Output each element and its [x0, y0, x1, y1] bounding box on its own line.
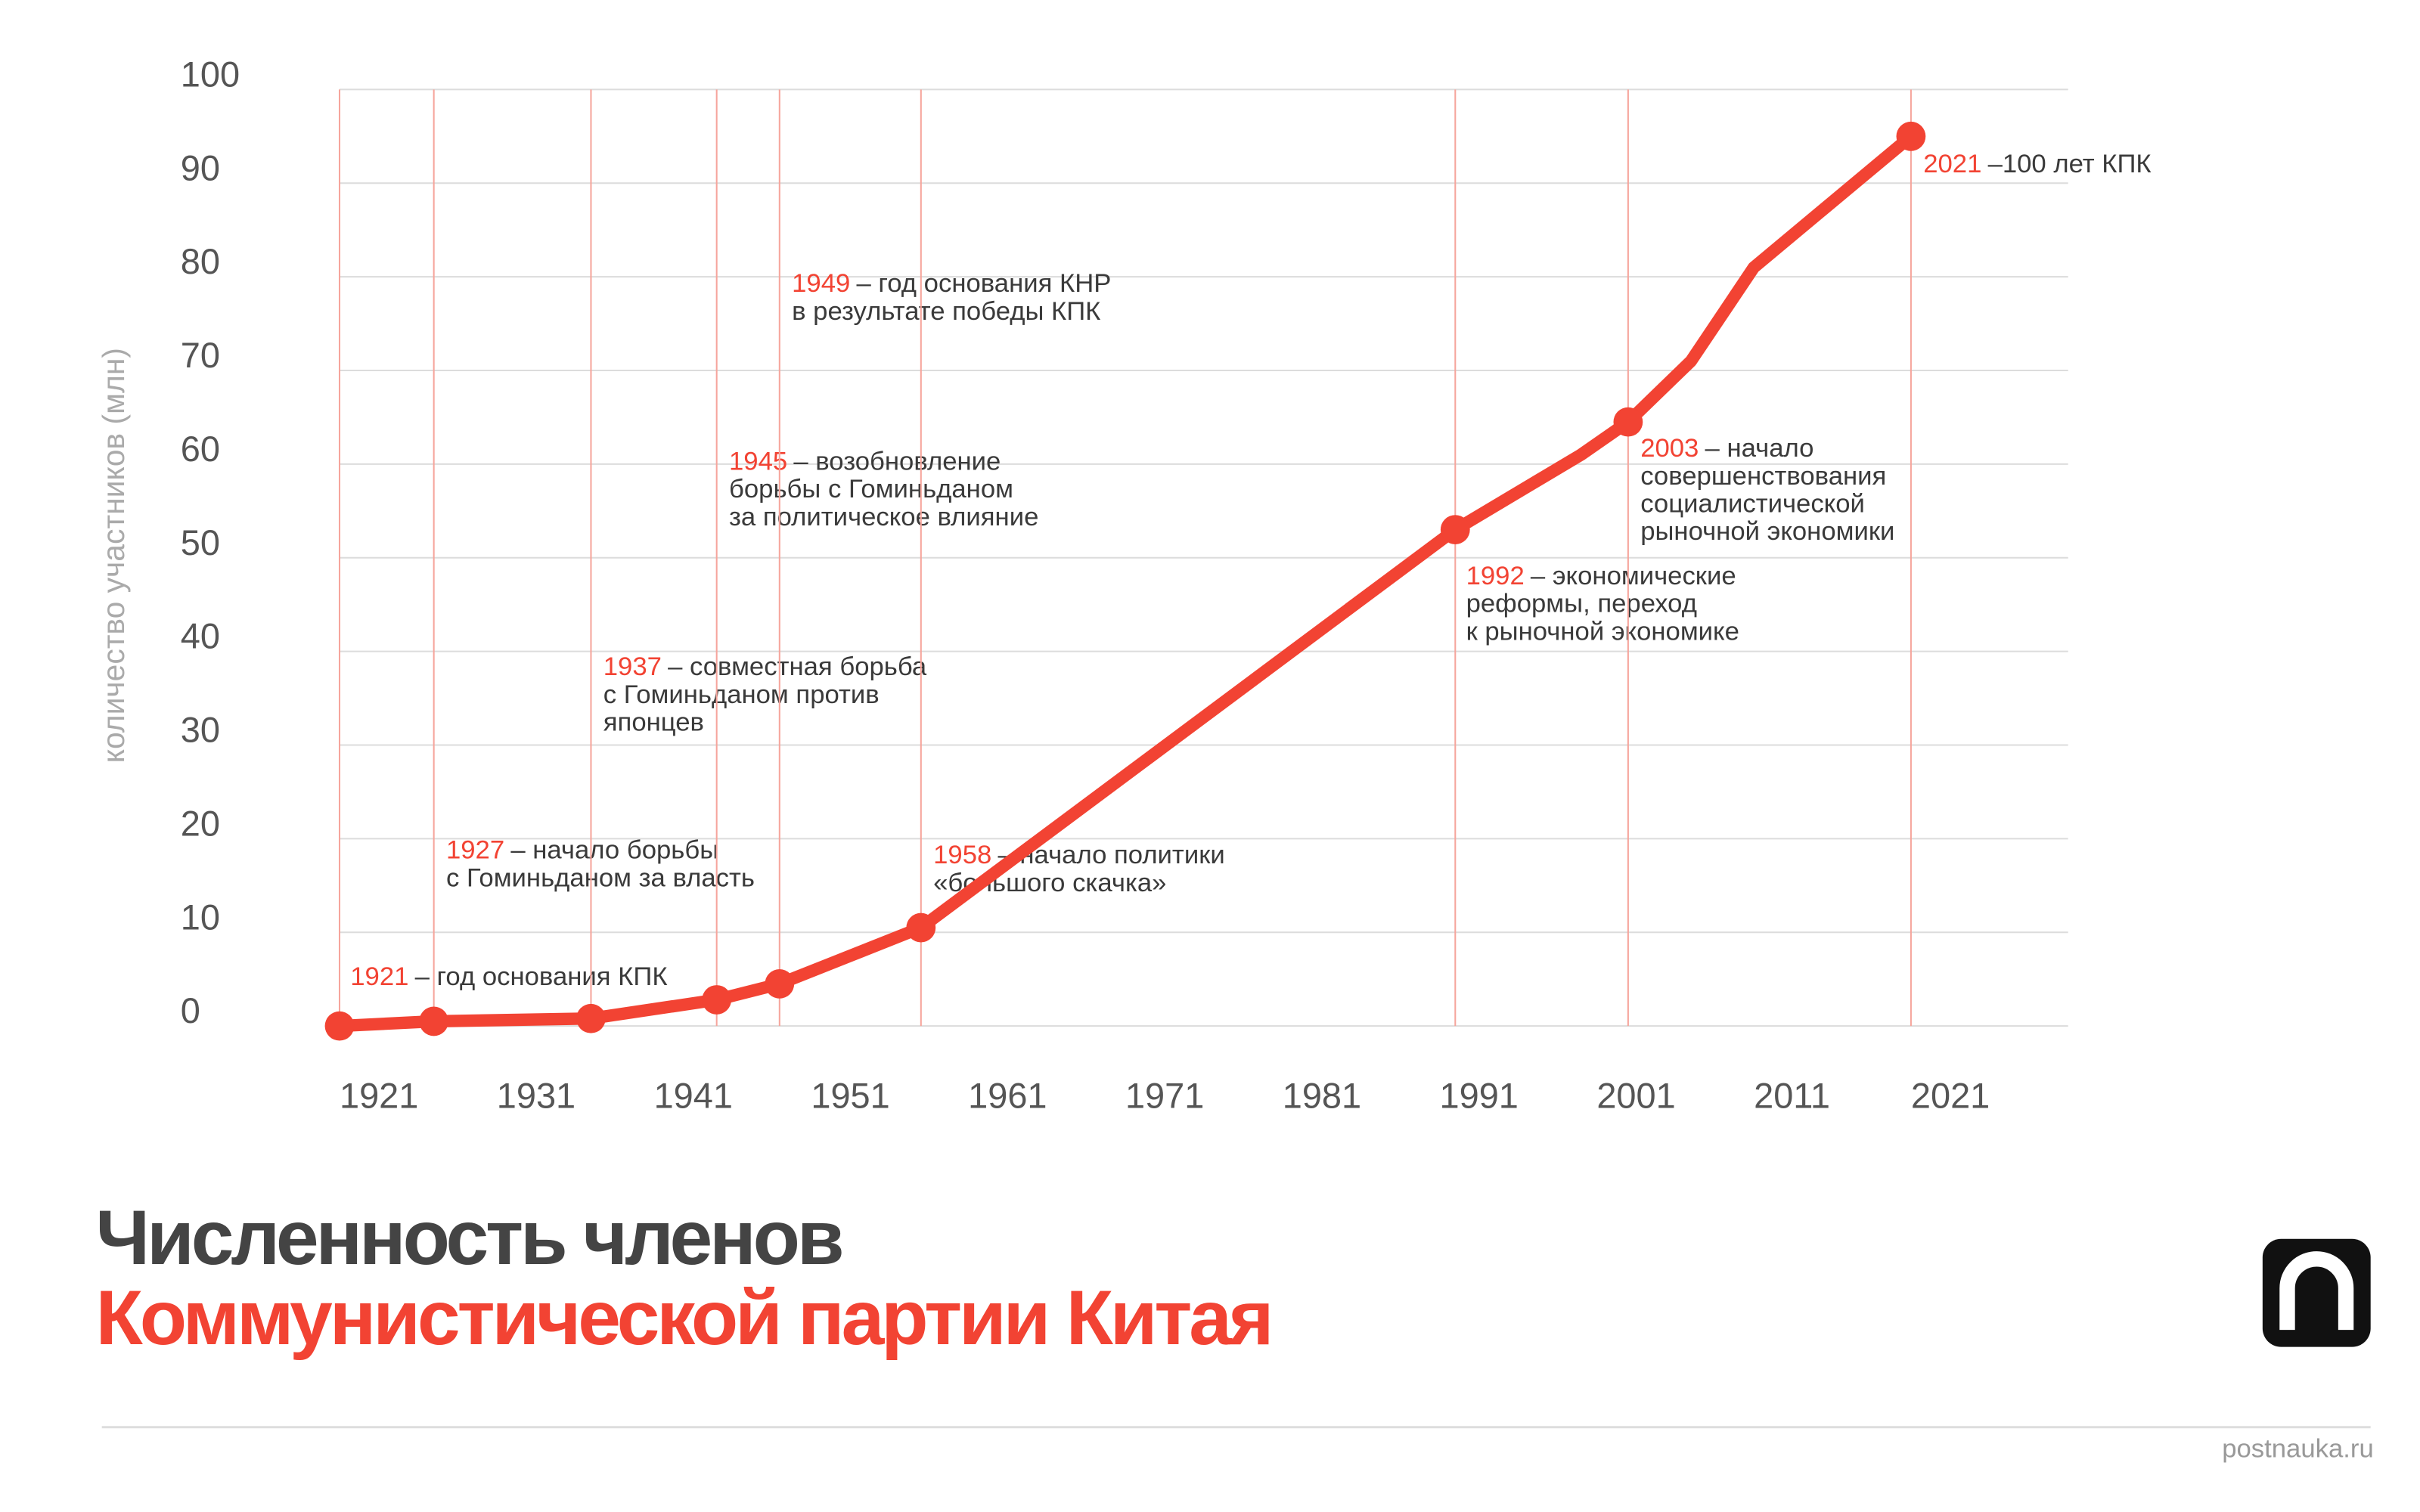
annotation: социалистической — [1640, 489, 1865, 518]
annotation-year: 1945 — [729, 447, 787, 476]
y-tick-label: 80 — [181, 242, 220, 281]
data-point — [765, 969, 795, 999]
annotation-text: – возобновление — [793, 447, 1001, 476]
y-tick-label: 0 — [181, 991, 200, 1030]
x-tick-label: 2021 — [1911, 1076, 1990, 1115]
annotation: 2021 –100 лет КПК — [1923, 150, 2151, 178]
footer: postnauka.ru — [2222, 1435, 2374, 1464]
data-point — [576, 1003, 606, 1033]
annotation-year: 1958 — [933, 841, 991, 869]
annotation: 1937– совместная борьба — [603, 652, 927, 681]
x-tick-label: 2001 — [1596, 1076, 1675, 1115]
annotation: 1949– год основания КНР — [792, 269, 1111, 298]
annotation-year: 2021 — [1923, 150, 1981, 178]
annotation: с Гоминьданом против — [603, 680, 880, 709]
title-line-1: Численность членов — [96, 1194, 842, 1281]
y-tick-label: 100 — [181, 54, 240, 94]
y-tick-label: 90 — [181, 148, 220, 187]
x-tick-label: 1971 — [1125, 1076, 1204, 1115]
annotation: 1958– начало политики — [933, 841, 1225, 869]
y-tick-label: 60 — [181, 429, 220, 469]
annotation-text: –100 лет КПК — [1988, 150, 2152, 178]
x-tick-label: 1921 — [340, 1076, 418, 1115]
y-tick-label: 10 — [181, 897, 220, 937]
annotation-text: – начало — [1705, 434, 1814, 463]
annotation: реформы, переход — [1466, 590, 1697, 618]
x-tick-label: 2011 — [1754, 1076, 1830, 1115]
annotation: к рыночной экономике — [1466, 617, 1739, 646]
x-tick-label: 1981 — [1283, 1076, 1361, 1115]
annotation-text: – совместная борьба — [668, 652, 927, 681]
annotation: 1945– возобновление — [729, 447, 1001, 476]
x-tick-label: 1941 — [654, 1076, 733, 1115]
annotation-year: 1927 — [446, 836, 504, 865]
y-tick-label: 30 — [181, 711, 220, 750]
annotation-text: – год основания КПК — [415, 962, 668, 991]
data-point — [1896, 121, 1926, 151]
annotation-year: 1921 — [350, 962, 408, 991]
y-tick-label: 40 — [181, 617, 220, 656]
y-tick-label: 70 — [181, 336, 220, 375]
plot: 0 10 20 30 40 50 60 70 80 90 100 1921 1931 1941 1951 19… — [181, 54, 2152, 1115]
annotation: совершенствования — [1640, 462, 1886, 491]
annotation-text: – год основания КНР — [856, 269, 1111, 298]
annotation: японцев — [603, 708, 704, 737]
annotation: за политическое влияние — [729, 503, 1038, 531]
data-point — [324, 1011, 355, 1041]
data-point — [702, 985, 732, 1015]
x-tick-label: 1961 — [968, 1076, 1047, 1115]
y-tick-label: 20 — [181, 804, 220, 843]
data-point — [1613, 407, 1643, 437]
logo — [2262, 1238, 2371, 1347]
annotation: борьбы с Гоминьданом — [729, 475, 1013, 503]
x-tick-label: 1991 — [1440, 1076, 1519, 1115]
data-point — [906, 912, 936, 943]
annotation-text: – начало борьбы — [510, 836, 718, 865]
annotation: 1927– начало борьбы — [446, 836, 718, 865]
y-axis-label: количество участников (млн) — [96, 348, 131, 763]
title-line-2: Коммунистической партии Китая — [96, 1275, 1271, 1361]
annotation: в результате победы КПК — [792, 297, 1100, 326]
annotation-year: 1992 — [1466, 562, 1525, 590]
annotation: 1921– год основания КПК — [350, 962, 667, 991]
annotation-year: 1937 — [603, 652, 662, 681]
annotation: с Гоминьданом за власть — [446, 863, 755, 892]
data-point — [419, 1006, 449, 1036]
x-tick-label: 1931 — [497, 1076, 576, 1115]
annotation: 2003– начало — [1640, 434, 1813, 463]
x-tick-label: 1951 — [811, 1076, 889, 1115]
annotation-text: – экономические — [1531, 562, 1736, 590]
annotation-year: 2003 — [1640, 434, 1699, 463]
data-line — [333, 130, 1918, 1033]
data-point — [1440, 515, 1470, 544]
annotation-year: 1949 — [792, 269, 850, 298]
annotation: рыночной экономики — [1640, 517, 1894, 546]
annotation: 1992– экономические — [1466, 562, 1736, 590]
y-tick-label: 50 — [181, 523, 220, 562]
